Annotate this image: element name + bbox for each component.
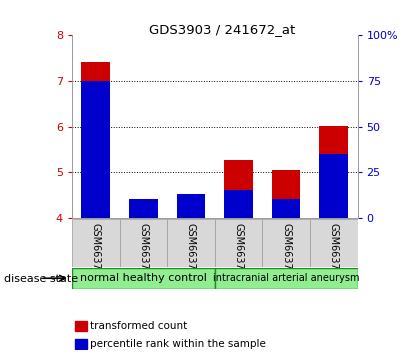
Bar (177, 194, 205, 218)
Bar (81, 62, 110, 218)
Text: GSM663769: GSM663769 (91, 223, 101, 282)
Text: GSM663773: GSM663773 (281, 223, 291, 282)
Bar (262, 219, 310, 267)
Bar (75, 339, 87, 349)
Bar (72, 219, 120, 267)
Bar (310, 219, 358, 267)
Bar (319, 126, 348, 218)
Bar (272, 199, 300, 218)
Bar (215, 268, 358, 289)
Text: percentile rank within the sample: percentile rank within the sample (90, 339, 266, 349)
Bar (215, 219, 262, 267)
Text: transformed count: transformed count (90, 321, 187, 331)
Text: GSM663772: GSM663772 (233, 223, 244, 282)
Bar (120, 219, 167, 267)
Text: disease state: disease state (4, 274, 78, 284)
Bar (177, 197, 205, 218)
Text: GSM663774: GSM663774 (329, 223, 339, 282)
Bar (319, 154, 348, 218)
Bar (75, 320, 87, 331)
Text: GDS3903 / 241672_at: GDS3903 / 241672_at (149, 23, 295, 36)
Bar (72, 268, 215, 289)
Bar (224, 190, 253, 218)
Text: GSM663770: GSM663770 (139, 223, 148, 282)
Bar (129, 208, 157, 218)
Text: intracranial arterial aneurysm: intracranial arterial aneurysm (213, 273, 359, 283)
Bar (224, 160, 253, 218)
Text: GSM663771: GSM663771 (186, 223, 196, 282)
Bar (129, 199, 157, 218)
Bar (272, 170, 300, 218)
Bar (81, 81, 110, 218)
Text: normal healthy control: normal healthy control (80, 273, 207, 283)
Bar (167, 219, 215, 267)
